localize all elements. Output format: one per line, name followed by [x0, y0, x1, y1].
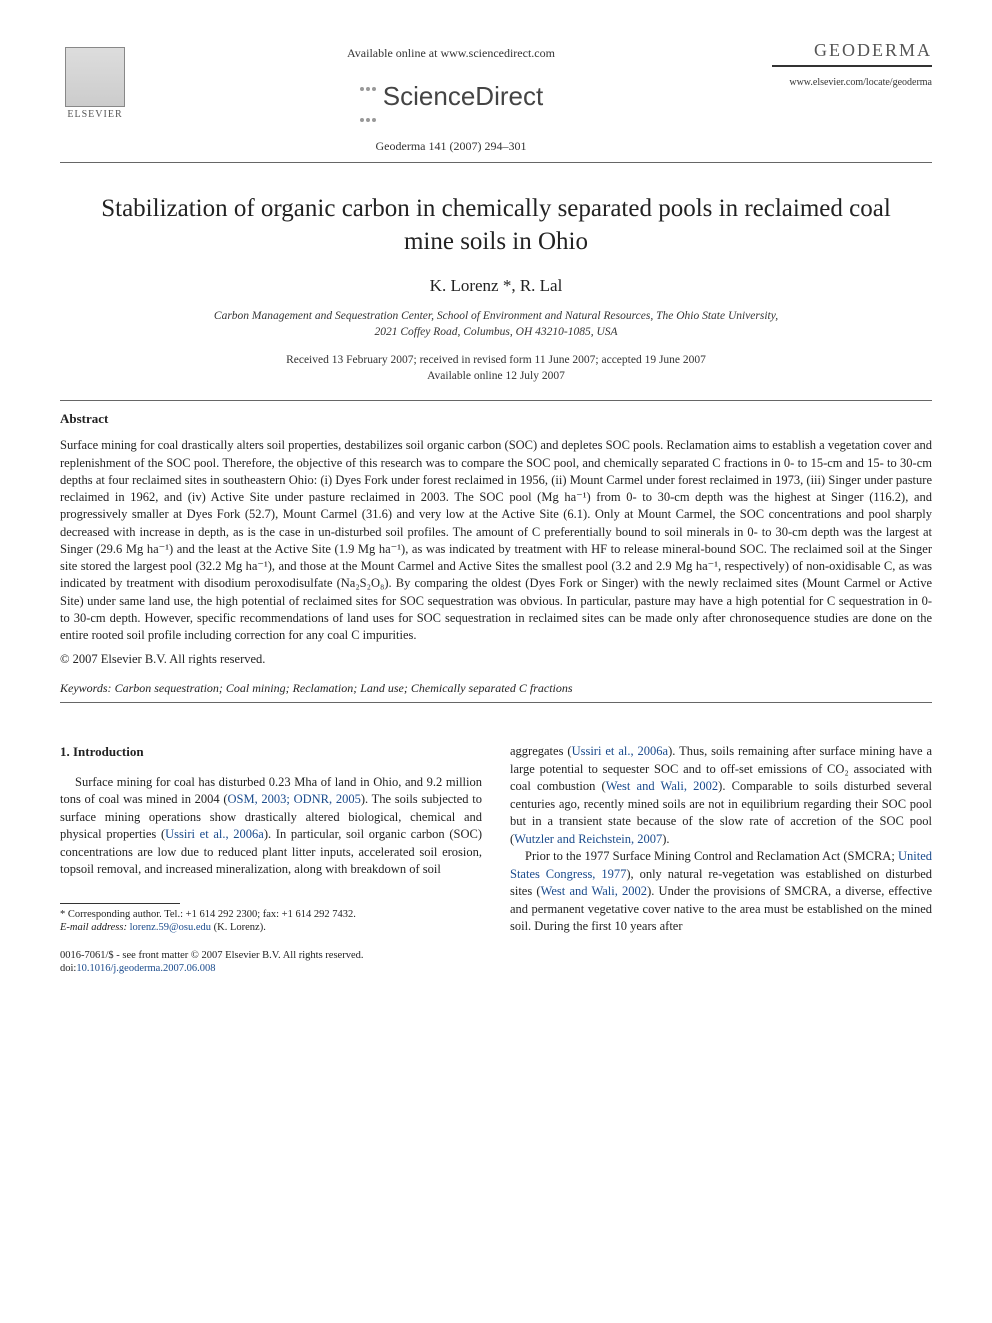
elsevier-tree-icon — [65, 47, 125, 107]
top-rule — [60, 162, 932, 163]
publisher-label: ELSEVIER — [67, 109, 122, 120]
journal-url: www.elsevier.com/locate/geoderma — [772, 77, 932, 88]
doi-label: doi: — [60, 963, 76, 974]
abstract-body: Surface mining for coal drastically alte… — [60, 437, 932, 644]
keywords-label: Keywords: — [60, 681, 112, 695]
journal-brand-block: GEODERMA www.elsevier.com/locate/geoderm… — [772, 40, 932, 88]
sd-dots-icon — [359, 67, 377, 129]
affiliation-line1: Carbon Management and Sequestration Cent… — [214, 310, 778, 322]
section-title: Introduction — [73, 744, 144, 759]
post-keywords-rule — [60, 702, 932, 703]
platform-name: ScienceDirect — [383, 81, 543, 111]
affiliation-line2: 2021 Coffey Road, Columbus, OH 43210-108… — [374, 326, 617, 338]
citation-link[interactable]: OSM, 2003; ODNR, 2005 — [228, 792, 361, 806]
corresponding-author-footnote: * Corresponding author. Tel.: +1 614 292… — [60, 908, 482, 935]
abstract-copyright: © 2007 Elsevier B.V. All rights reserved… — [60, 652, 932, 667]
footnote-rule — [60, 903, 180, 904]
citation-link[interactable]: West and Wali, 2002 — [541, 884, 647, 898]
keywords-list: Carbon sequestration; Coal mining; Recla… — [115, 681, 573, 695]
publisher-logo: ELSEVIER — [60, 40, 130, 120]
corresponding-line: * Corresponding author. Tel.: +1 614 292… — [60, 908, 482, 922]
article-affiliation: Carbon Management and Sequestration Cent… — [60, 308, 932, 340]
dates-line2: Available online 12 July 2007 — [427, 370, 565, 382]
citation-link[interactable]: West and Wali, 2002 — [606, 779, 718, 793]
page-header: ELSEVIER Available online at www.science… — [60, 40, 932, 154]
dates-line1: Received 13 February 2007; received in r… — [286, 354, 706, 366]
footer-block: 0016-7061/$ - see front matter © 2007 El… — [60, 949, 482, 976]
email-suffix: (K. Lorenz). — [214, 922, 266, 933]
col2-paragraph2: Prior to the 1977 Surface Mining Control… — [510, 848, 932, 936]
email-link[interactable]: lorenz.59@osu.edu — [130, 922, 211, 933]
article-authors: K. Lorenz *, R. Lal — [60, 276, 932, 296]
journal-citation: Geoderma 141 (2007) 294–301 — [130, 139, 772, 154]
doi-link[interactable]: 10.1016/j.geoderma.2007.06.008 — [76, 963, 215, 974]
col1-paragraph: Surface mining for coal has disturbed 0.… — [60, 774, 482, 879]
front-matter-line: 0016-7061/$ - see front matter © 2007 El… — [60, 949, 482, 963]
brand-rule — [772, 65, 932, 67]
column-left: 1. Introduction Surface mining for coal … — [60, 743, 482, 976]
journal-brand-title: GEODERMA — [772, 40, 932, 61]
sciencedirect-logo: ScienceDirect — [130, 67, 772, 129]
body-columns: 1. Introduction Surface mining for coal … — [60, 743, 932, 976]
keywords-line: Keywords: Carbon sequestration; Coal min… — [60, 681, 932, 696]
email-line: E-mail address: lorenz.59@osu.edu (K. Lo… — [60, 921, 482, 935]
article-title: Stabilization of organic carbon in chemi… — [100, 193, 892, 258]
pre-abstract-rule — [60, 400, 932, 401]
citation-link[interactable]: Wutzler and Reichstein, 2007 — [514, 832, 662, 846]
col2-paragraph1: aggregates (Ussiri et al., 2006a). Thus,… — [510, 743, 932, 848]
header-center: Available online at www.sciencedirect.co… — [130, 40, 772, 154]
abstract-heading: Abstract — [60, 411, 932, 427]
article-dates: Received 13 February 2007; received in r… — [60, 352, 932, 384]
section-number: 1. — [60, 744, 70, 759]
available-online-line: Available online at www.sciencedirect.co… — [130, 46, 772, 61]
email-label: E-mail address: — [60, 922, 127, 933]
citation-link[interactable]: Ussiri et al., 2006a — [572, 744, 669, 758]
citation-link[interactable]: Ussiri et al., 2006a — [165, 827, 264, 841]
section-heading: 1. Introduction — [60, 743, 482, 761]
doi-line: doi:10.1016/j.geoderma.2007.06.008 — [60, 962, 482, 976]
column-right: aggregates (Ussiri et al., 2006a). Thus,… — [510, 743, 932, 976]
